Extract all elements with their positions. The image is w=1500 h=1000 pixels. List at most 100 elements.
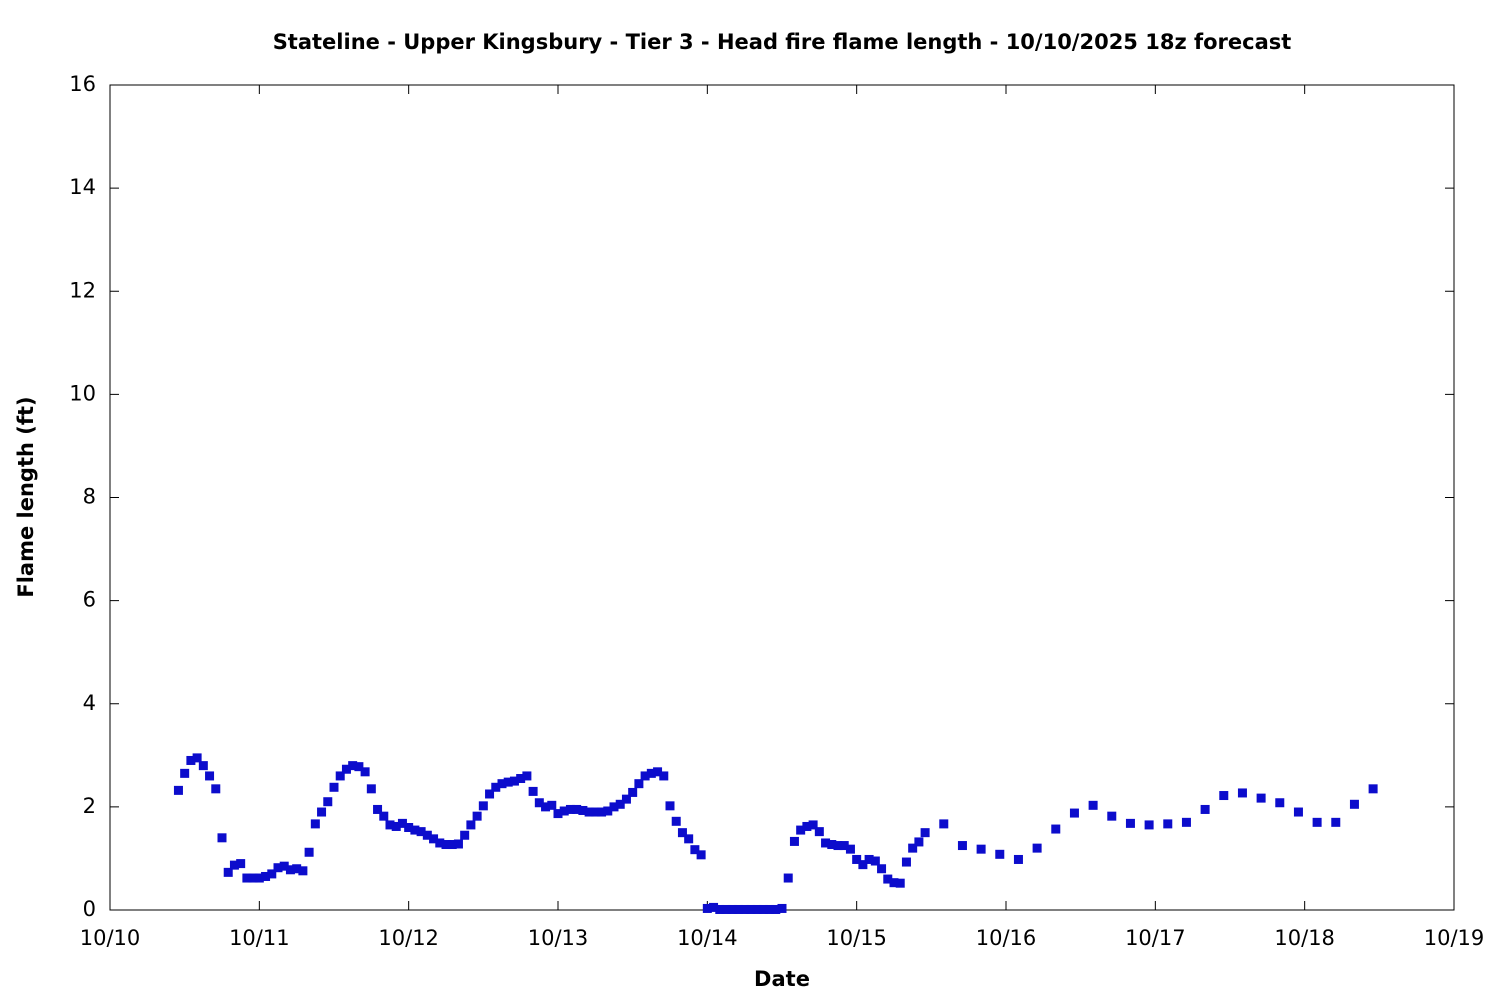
y-tick-label: 2 [83,794,96,818]
point [310,819,320,829]
point [597,807,607,817]
point [242,873,252,883]
point [1312,817,1322,827]
point [733,904,743,914]
point [485,789,495,799]
point [715,904,725,914]
point [901,857,911,867]
x-tick-label: 10/10 [80,926,141,950]
point [217,833,227,843]
point [236,859,246,869]
point [833,841,843,851]
point [895,878,905,888]
point [329,782,339,792]
x-tick-label: 10/14 [677,926,738,950]
point [298,866,308,876]
point [553,809,563,819]
x-tick-label: 10/12 [378,926,439,950]
point [422,830,432,840]
point [366,784,376,794]
point [640,771,650,781]
point [1051,824,1061,834]
point [385,820,395,830]
y-tick-label: 10 [69,381,96,405]
point [802,821,812,831]
point [497,779,507,789]
point [877,864,887,874]
point [653,767,663,777]
point [957,841,967,851]
point [1293,807,1303,817]
point [634,779,644,789]
point [547,800,557,810]
point [796,825,806,835]
point [740,904,750,914]
point [659,771,669,781]
point [254,873,264,883]
point [939,819,949,829]
point [248,873,258,883]
y-tick-label: 8 [83,485,96,509]
point [976,844,986,854]
x-axis-label: Date [754,967,810,991]
point [1349,799,1359,809]
point [192,753,202,763]
point [839,841,849,851]
point [447,840,457,850]
point [304,847,314,857]
point [746,904,756,914]
point [920,828,930,838]
point [198,761,208,771]
point [870,856,880,866]
x-tick-label: 10/11 [229,926,290,950]
point [671,816,681,826]
point [771,904,781,914]
point [211,784,221,794]
point [503,777,513,787]
point [1163,819,1173,829]
point [814,827,824,837]
point [534,798,544,808]
point [821,838,831,848]
point [223,867,233,877]
point [789,836,799,846]
y-tick-label: 16 [69,72,96,96]
point [373,804,383,814]
point [416,827,426,837]
point [1088,800,1098,810]
point [889,878,899,888]
point [205,771,215,781]
point [441,840,451,850]
point [1331,817,1341,827]
point [1032,843,1042,853]
point [522,771,532,781]
point [727,904,737,914]
point [1219,791,1229,801]
point [1181,817,1191,827]
y-axis-label: Flame length (ft) [14,396,38,597]
point [391,821,401,831]
y-tick-label: 0 [83,897,96,921]
x-tick-label: 10/18 [1274,926,1335,950]
point [1256,793,1266,803]
point [460,830,470,840]
point [516,774,526,784]
x-tick-label: 10/17 [1125,926,1186,950]
point [180,768,190,778]
point [883,874,893,884]
point [783,873,793,883]
point [684,834,694,844]
point [509,776,519,786]
point [777,903,787,913]
point [478,801,488,811]
point [261,871,271,881]
point [845,844,855,854]
point [615,799,625,809]
point [1237,788,1247,798]
point [646,768,656,778]
point [397,818,407,828]
point [709,902,719,912]
x-tick-label: 10/15 [826,926,887,950]
point [858,860,868,870]
